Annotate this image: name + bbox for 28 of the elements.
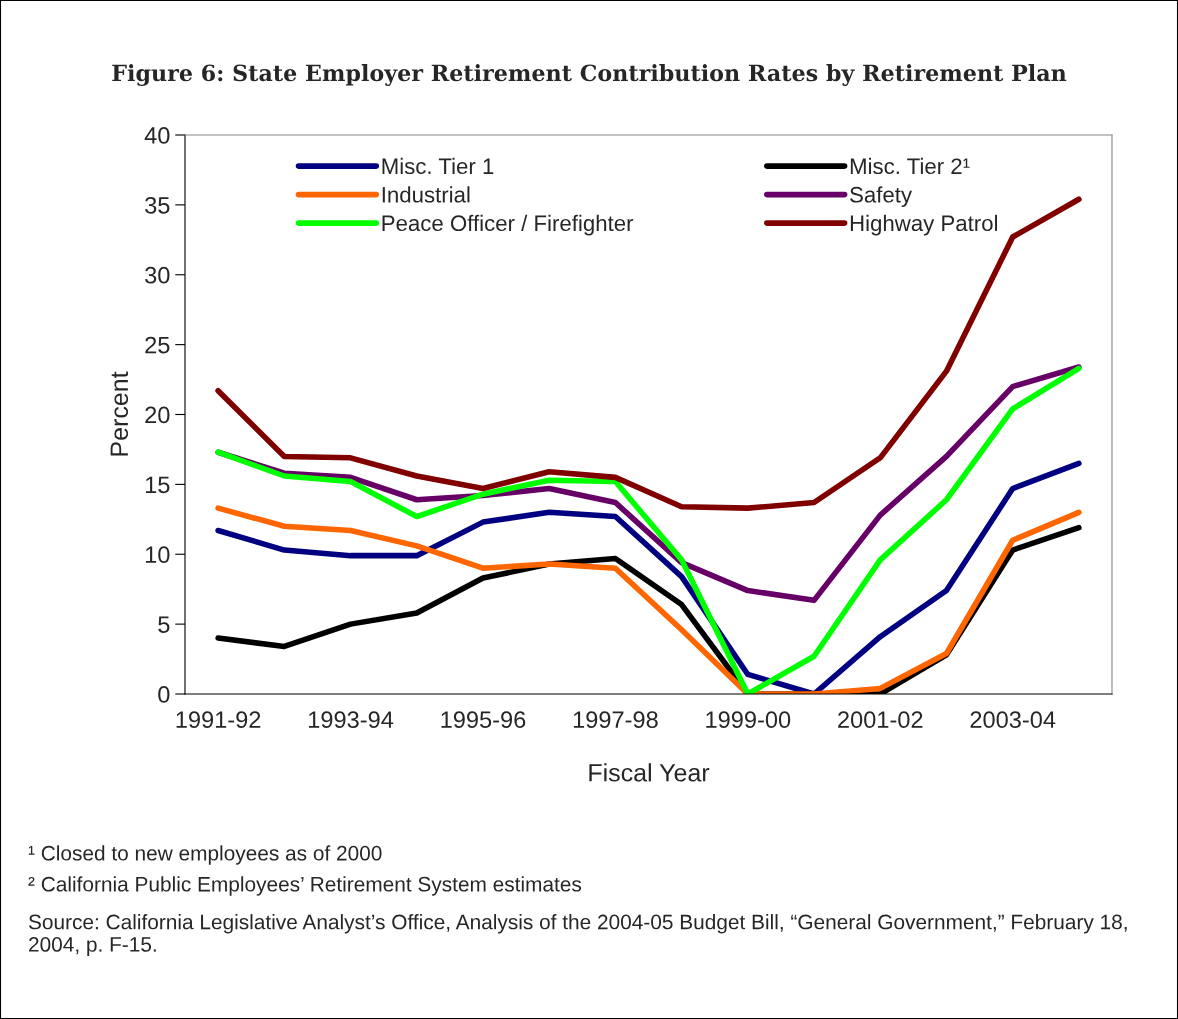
x-tick-label: 1995-96 [441, 711, 526, 729]
legend-label: Misc. Tier 1 [382, 157, 494, 175]
y-tick-label: 25 [145, 336, 170, 354]
legend-label: Safety [850, 186, 913, 207]
y-tick-label: 10 [145, 546, 170, 564]
legend-label: Highway Patrol [850, 214, 998, 236]
x-axis-title: Fiscal Year [589, 763, 710, 782]
y-tick-label: 30 [145, 266, 170, 284]
y-tick-label: 5 [158, 616, 170, 633]
legend-label: Industrial [382, 186, 470, 203]
y-tick-label: 35 [145, 196, 170, 214]
legend-label: Misc. Tier 2¹ [850, 157, 970, 175]
legend-label: Peace Officer / Firefighter [382, 214, 634, 236]
x-tick-label: 1997-98 [573, 711, 658, 729]
y-tick-label: 40 [144, 127, 170, 144]
y-tick-label: 0 [158, 686, 170, 703]
x-tick-label: 1999-00 [706, 711, 791, 729]
y-tick-label: 20 [145, 406, 170, 424]
x-tick-label: 1991-92 [176, 711, 261, 729]
y-tick-label: 15 [145, 476, 170, 494]
text: ¹ Closed to new employees as of 2000 [28, 845, 382, 865]
x-tick-label: 2001-02 [838, 711, 923, 729]
x-tick-label: 2003-04 [970, 711, 1056, 729]
source-note: Source: California Legislative Analyst’s Office, Analysis of the 2004-05 Budget Bill, “General Government,” February 18, 2004, p. F-15. [28, 914, 1127, 956]
chart-title: Figure 6: State Employer Retirement Contribution Rates by Retirement Plan [112, 64, 1067, 86]
y-axis-title: Percent [110, 371, 129, 456]
text: ² California Public Employees’ Retirement System estimates [28, 876, 582, 896]
x-tick-label: 1993-94 [309, 711, 394, 729]
